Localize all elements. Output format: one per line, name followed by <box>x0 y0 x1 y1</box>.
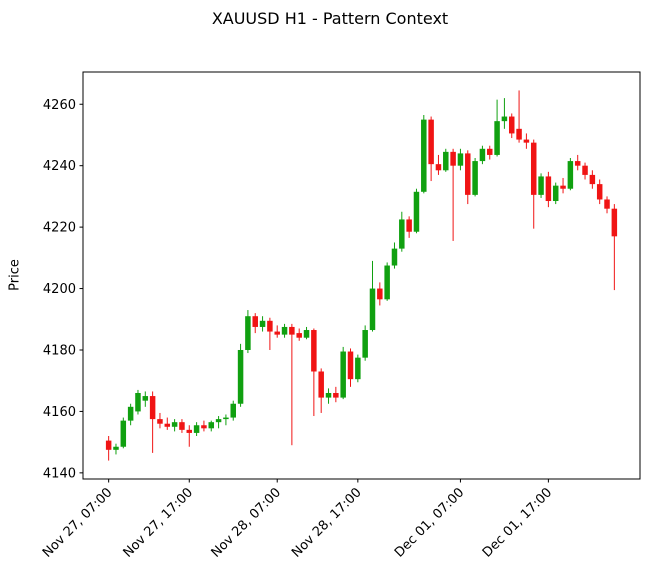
candle-body <box>318 371 324 398</box>
candle-body <box>443 151 449 171</box>
plot-border <box>82 71 641 480</box>
x-tick-label: Dec 01, 17:00 <box>480 485 555 560</box>
candle-body <box>479 148 486 162</box>
candle-body <box>311 330 317 372</box>
y-tick-label: 4260 <box>43 98 76 113</box>
candle-body <box>245 316 251 350</box>
candle-body <box>142 396 149 401</box>
candle-body <box>384 265 390 300</box>
candle-body <box>574 161 581 166</box>
candle-body <box>450 151 456 166</box>
candle-body <box>186 429 193 433</box>
candle-body <box>303 330 310 338</box>
candle-body <box>193 425 200 433</box>
candle-body <box>120 420 127 447</box>
candle-body <box>369 288 376 331</box>
candle-body <box>127 406 134 421</box>
candle-body <box>421 119 427 192</box>
candle-body <box>589 174 596 185</box>
candle-body <box>296 333 302 338</box>
candle-body <box>347 351 354 380</box>
candle-body <box>113 446 119 450</box>
x-tick-label: Nov 27, 17:00 <box>121 485 197 561</box>
candle-body <box>333 392 339 398</box>
candle-body <box>494 121 500 155</box>
candle-body <box>435 164 442 171</box>
candle-body <box>223 417 229 420</box>
candle-body <box>457 153 464 166</box>
candle-body <box>538 176 544 195</box>
x-tick-label: Dec 01, 07:00 <box>392 485 467 560</box>
candle-body <box>530 142 537 195</box>
candle-body <box>289 326 295 335</box>
y-tick-label: 4240 <box>43 159 76 174</box>
candle-body <box>377 288 383 300</box>
candle-body <box>472 161 478 195</box>
candle-body <box>105 440 112 450</box>
candle-body <box>596 184 603 200</box>
y-tick-label: 4140 <box>43 466 76 481</box>
candle-body <box>171 422 178 427</box>
y-tick-label: 4160 <box>43 405 76 420</box>
candle-body <box>560 185 566 189</box>
candle-body <box>259 320 266 327</box>
candle-body <box>281 326 288 335</box>
candle-body <box>267 320 273 332</box>
candle-body <box>230 403 236 418</box>
candle-body <box>391 248 398 266</box>
candle-body <box>208 422 215 429</box>
chart-title: XAUUSD H1 - Pattern Context <box>211 9 449 28</box>
y-tick-label: 4220 <box>43 221 76 236</box>
candle-body <box>340 351 346 398</box>
candle-body <box>157 419 163 424</box>
x-tick-label: Nov 28, 07:00 <box>209 485 285 561</box>
candle-body <box>362 330 368 358</box>
candle-body <box>567 161 574 189</box>
candle-body <box>501 116 508 122</box>
y-tick-label: 4180 <box>43 343 76 358</box>
candle-body <box>252 316 258 327</box>
y-tick-label: 4200 <box>43 282 76 297</box>
x-tick-label: Nov 27, 07:00 <box>40 485 116 561</box>
candle-body <box>428 119 434 165</box>
candle-body <box>487 148 493 155</box>
candle-body <box>413 191 420 232</box>
candle-body <box>201 425 207 429</box>
candle-body <box>406 219 412 232</box>
candle-body <box>508 116 515 134</box>
candle-body <box>274 331 280 335</box>
candle-body <box>149 396 156 420</box>
candle-body <box>516 128 522 140</box>
candle-body <box>215 419 222 423</box>
candle-body <box>325 392 332 398</box>
candle-body <box>604 199 610 209</box>
candle-body <box>465 153 471 195</box>
candle-body <box>135 392 141 412</box>
candle-body <box>179 422 185 430</box>
x-tick-label: Nov 28, 17:00 <box>289 485 365 561</box>
candle-body <box>523 139 530 143</box>
candle-body <box>552 185 559 202</box>
candle-body <box>545 176 552 202</box>
candle-body <box>399 219 405 249</box>
candle-body <box>237 349 244 404</box>
candle-body <box>611 208 618 237</box>
candle-body <box>355 357 361 380</box>
candle-body <box>164 423 171 427</box>
candle-body <box>582 165 588 175</box>
